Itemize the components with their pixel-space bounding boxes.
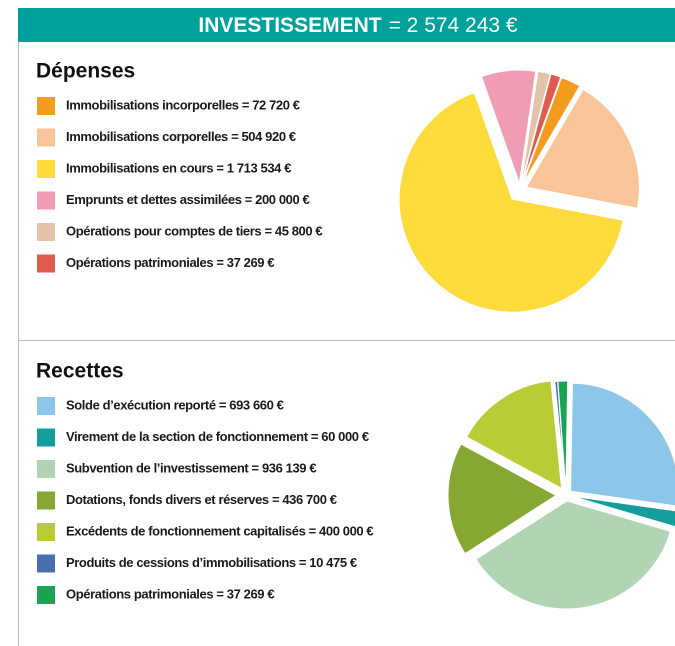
pie-slice [525,88,640,209]
legend-swatch [37,460,55,478]
legend-label: Opérations pour comptes de tiers = 45 80… [66,223,322,238]
legend-swatch [37,523,55,541]
pie-slice [570,382,675,507]
legend-swatch [37,254,55,273]
pie-slice [447,443,557,555]
header-label: INVESTISSEMENT [198,14,381,37]
legend-label: Opérations patrimoniales = 37 269 € [66,586,274,601]
legend-label: Opérations patrimoniales = 37 269 € [66,255,274,270]
legend-label: Virement de la section de fonctionnement… [66,429,369,444]
pie-slice [520,70,551,184]
pie-slice [480,69,537,184]
legend-swatch [37,97,55,115]
section-title: Dépenses [36,60,135,83]
legend-swatch [37,491,55,510]
legend-label: Immobilisations corporelles = 504 920 € [66,129,296,144]
pie-slice [557,380,569,490]
pie-slice [475,500,672,610]
legend-swatch [37,128,55,147]
legend-swatch [37,223,55,241]
pie-slice [465,380,563,490]
legend-swatch [37,397,55,415]
pie-slice [571,495,675,528]
pie-slice [522,76,581,184]
pie-slice [521,73,562,184]
header-title: INVESTISSEMENT = 2 574 243 € [198,14,518,37]
legend-swatch [37,191,55,210]
legend-label: Immobilisations en cours = 1 713 534 € [66,160,291,175]
legend-label: Solde d’exécution reporté = 693 660 € [66,397,284,412]
legend-swatch [37,586,55,604]
legend-label: Immobilisations incorporelles = 72 720 € [66,97,300,112]
legend-swatch [37,428,55,447]
legend-label: Emprunts et dettes assimilées = 200 000 … [66,192,310,207]
legend-swatch [37,160,55,178]
pie-slice [398,92,624,313]
legend-swatch [37,554,55,573]
header-total: = 2 574 243 € [389,14,518,37]
legend-label: Excédents de fonctionnement capitalisés … [66,523,373,538]
header-bar [18,8,675,42]
legend-label: Subvention de l’investissement = 936 139… [66,460,316,475]
section-title: Recettes [36,360,124,383]
legend-label: Produits de cessions d’immobilisations =… [66,555,357,570]
legend-label: Dotations, fonds divers et réserves = 43… [66,492,337,507]
